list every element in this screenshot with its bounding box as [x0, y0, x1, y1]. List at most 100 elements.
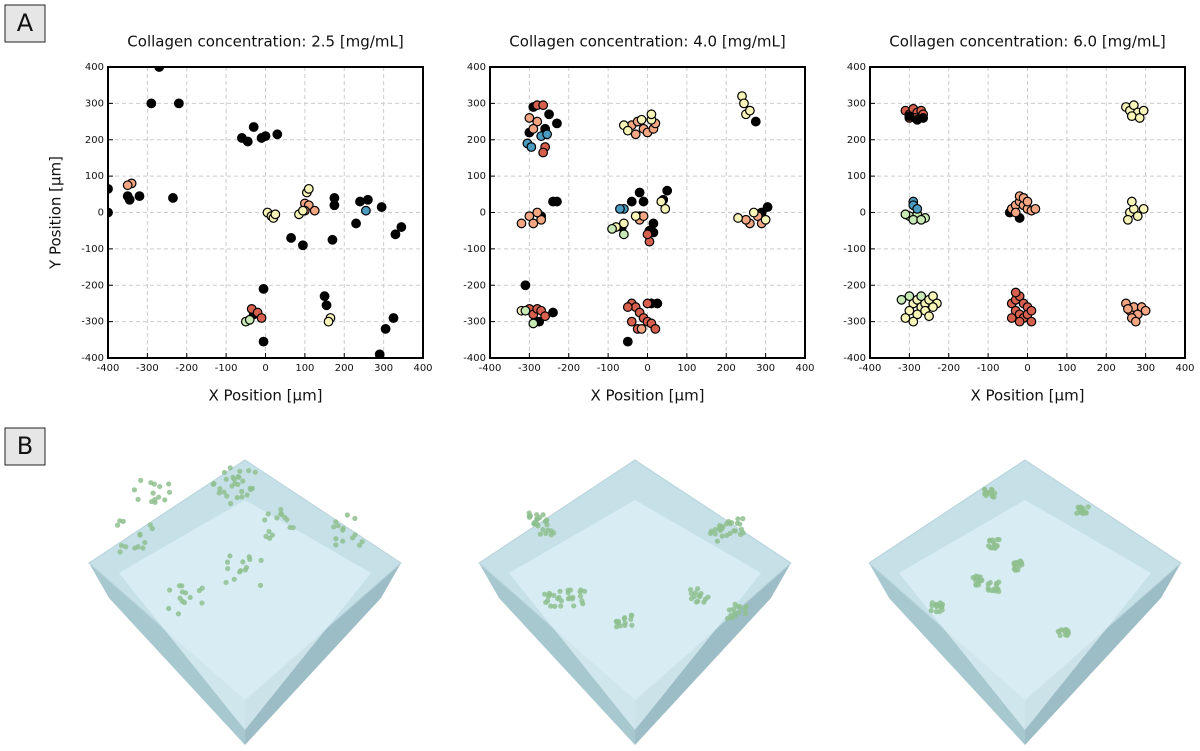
cell	[537, 514, 543, 521]
point	[544, 109, 554, 120]
y-tick-label: -300	[81, 317, 104, 328]
cell	[1057, 632, 1063, 639]
points	[108, 67, 407, 358]
cell	[526, 514, 533, 520]
chart-title: Collagen concentration: 6.0 [mg/mL]	[889, 33, 1165, 51]
point	[634, 187, 645, 198]
point	[744, 105, 755, 116]
x-tick-label: 100	[677, 363, 696, 374]
cell	[577, 589, 583, 595]
cell	[937, 600, 943, 606]
cell	[252, 469, 258, 475]
cell	[284, 516, 290, 523]
cell	[975, 574, 981, 580]
box-side	[89, 563, 245, 745]
cell	[994, 536, 1000, 543]
renderings	[88, 459, 1182, 745]
cell	[565, 587, 571, 593]
point	[1130, 316, 1141, 327]
cell	[985, 581, 991, 587]
point	[622, 336, 633, 347]
point	[524, 211, 535, 222]
point	[552, 118, 562, 129]
cell	[114, 522, 121, 528]
point	[516, 218, 527, 229]
y-tick-label: -300	[843, 317, 866, 328]
x-tick-label: -200	[175, 363, 198, 374]
x-tick-label: -100	[977, 363, 1000, 374]
point	[918, 113, 929, 123]
cell	[151, 481, 157, 487]
cell	[234, 495, 240, 501]
points	[516, 91, 773, 347]
cell	[740, 516, 746, 522]
cell	[558, 603, 564, 609]
y-tick-label: 300	[85, 98, 104, 109]
point	[1132, 211, 1143, 222]
cell	[142, 539, 148, 546]
point	[630, 211, 641, 222]
point	[146, 98, 157, 109]
cell	[701, 599, 707, 605]
point	[1138, 203, 1149, 214]
point	[1010, 207, 1021, 218]
x-tick-label: -200	[937, 363, 960, 374]
point	[380, 324, 391, 334]
x-tick-label: 0	[644, 363, 650, 374]
point	[900, 313, 911, 323]
point	[323, 316, 334, 327]
cell	[135, 496, 141, 502]
point	[538, 100, 549, 111]
cell	[986, 538, 993, 544]
cell	[988, 545, 994, 551]
cell	[994, 580, 1000, 586]
cell	[333, 519, 339, 525]
panel-label-box	[4, 427, 46, 466]
x-tick-label: -100	[215, 363, 238, 374]
cell	[221, 469, 228, 476]
cell	[246, 468, 252, 474]
cell	[247, 556, 253, 562]
point	[1022, 196, 1033, 207]
y-tick-label: -100	[843, 244, 866, 255]
cell	[726, 607, 732, 613]
cell	[692, 590, 699, 596]
x-tick-label: 200	[717, 363, 736, 374]
y-tick-label: -300	[463, 317, 486, 328]
box-floor	[119, 500, 371, 730]
point	[122, 180, 133, 191]
point	[662, 185, 673, 196]
cell	[162, 497, 168, 503]
cell	[542, 518, 548, 525]
point	[376, 202, 387, 212]
point	[548, 307, 558, 318]
cell	[229, 483, 235, 489]
cell	[217, 486, 223, 492]
box-side	[635, 563, 791, 745]
point	[650, 324, 661, 334]
point	[362, 194, 373, 205]
point	[622, 302, 633, 312]
y-tick-label: -200	[463, 280, 486, 291]
point	[361, 205, 371, 216]
cell	[537, 531, 543, 537]
point	[1126, 111, 1137, 122]
x-tick-label: 0	[262, 363, 268, 374]
cell	[548, 532, 554, 538]
point	[748, 207, 759, 218]
cell	[540, 527, 546, 533]
plot-frame	[869, 66, 1186, 359]
cell	[118, 542, 125, 549]
cell	[629, 612, 635, 619]
point	[327, 234, 338, 245]
cell	[737, 531, 744, 537]
cell	[340, 538, 346, 544]
point	[1126, 196, 1137, 207]
cell	[736, 609, 742, 615]
cell	[939, 607, 945, 613]
cell	[545, 527, 551, 533]
cell	[621, 616, 627, 622]
point	[298, 205, 308, 216]
point	[540, 311, 551, 322]
